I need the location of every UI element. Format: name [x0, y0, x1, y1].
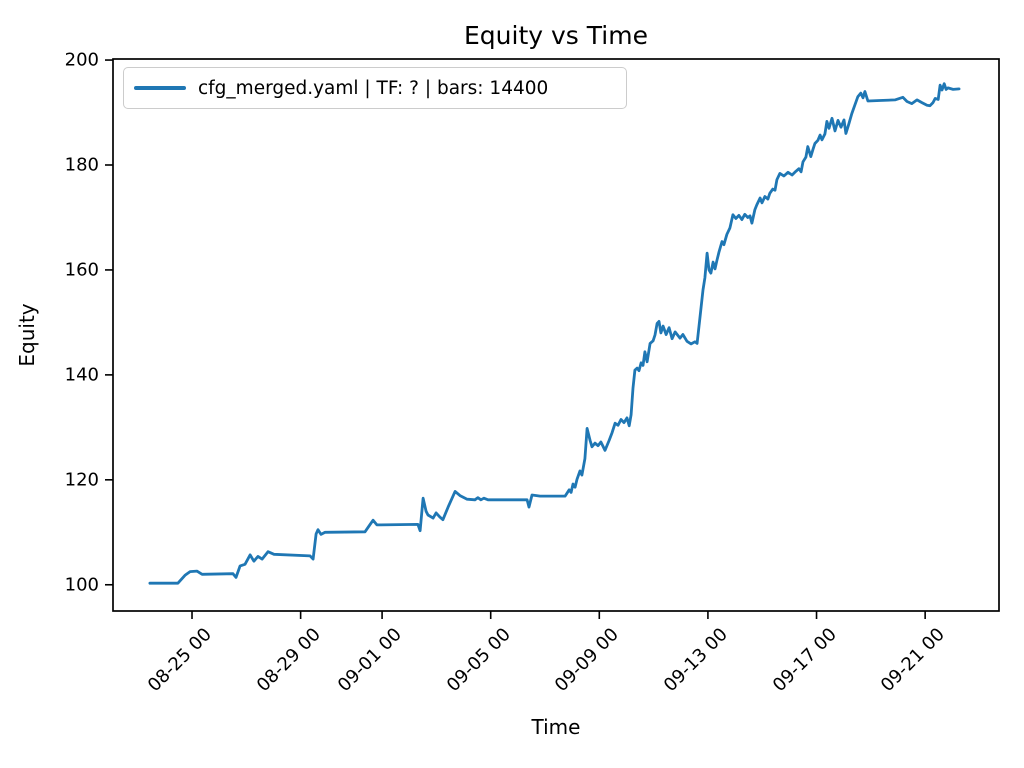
- legend-line-swatch: [134, 86, 186, 90]
- y-tick-label: 140: [64, 364, 99, 386]
- chart-title: Equity vs Time: [464, 21, 648, 50]
- y-tick-label: 200: [64, 49, 99, 71]
- equity-line: [148, 82, 961, 585]
- y-tick-label: 180: [64, 154, 99, 176]
- plot-frame: [112, 58, 1000, 612]
- y-tick-label: 160: [64, 259, 99, 281]
- y-tick-label: 120: [64, 469, 99, 491]
- y-tick-label: 100: [64, 574, 99, 596]
- legend-label: cfg_merged.yaml | TF: ? | bars: 14400: [198, 77, 549, 99]
- x-axis-label: Time: [531, 715, 581, 739]
- legend: cfg_merged.yaml | TF: ? | bars: 14400: [123, 67, 627, 109]
